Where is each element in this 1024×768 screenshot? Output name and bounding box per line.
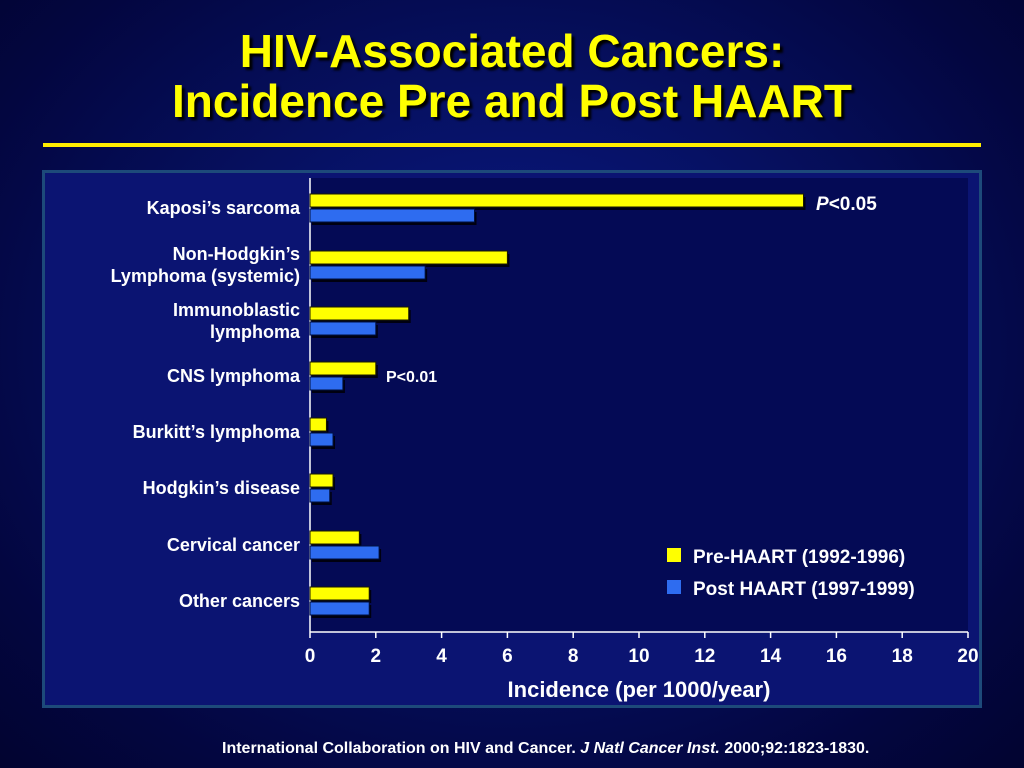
p-value-annotation: P<0.05: [816, 194, 877, 215]
bar-post-haart: [309, 376, 344, 391]
x-tick-label: 8: [568, 646, 579, 667]
bar-pre-haart: [309, 417, 327, 432]
legend-swatch-post: [667, 580, 681, 594]
x-tick-label: 10: [628, 646, 649, 667]
x-tick-label: 20: [957, 646, 978, 667]
title-line-2: Incidence Pre and Post HAART: [172, 75, 852, 127]
category-label: Cervical cancer: [167, 535, 300, 555]
category-label: Burkitt’s lymphoma: [133, 422, 301, 442]
title-divider: [43, 143, 981, 147]
bar-pre-haart: [309, 250, 508, 265]
bar-post-haart: [309, 545, 380, 560]
bar-post-haart: [309, 488, 331, 503]
citation-text: International Collaboration on HIV and C…: [222, 740, 581, 757]
category-label: Lymphoma (systemic): [111, 266, 300, 286]
bar-post-haart: [309, 321, 377, 336]
x-tick-label: 0: [305, 646, 316, 667]
category-label: Non-Hodgkin’s: [173, 244, 300, 264]
bar-pre-haart: [309, 473, 334, 488]
x-tick-label: 16: [826, 646, 847, 667]
legend-label: Pre-HAART (1992-1996): [693, 547, 905, 568]
citation-journal: J Natl Cancer Inst.: [580, 740, 720, 757]
category-label: CNS lymphoma: [167, 366, 301, 386]
x-tick-label: 12: [694, 646, 715, 667]
title-line-1: HIV-Associated Cancers:: [239, 25, 785, 77]
x-tick-label: 4: [436, 646, 447, 667]
category-label: Immunoblastic: [173, 300, 300, 320]
x-tick-label: 2: [371, 646, 382, 667]
bar-post-haart: [309, 601, 370, 616]
bar-pre-haart: [309, 193, 804, 208]
bar-post-haart: [309, 265, 426, 280]
category-label: Kaposi’s sarcoma: [147, 198, 301, 218]
bar-pre-haart: [309, 306, 410, 321]
x-tick-label: 18: [892, 646, 913, 667]
legend-swatch-pre: [667, 548, 681, 562]
citation-details: 2000;92:1823-1830.: [719, 740, 870, 757]
bar-post-haart: [309, 208, 475, 223]
category-label: Hodgkin’s disease: [143, 478, 300, 498]
bar-pre-haart: [309, 586, 370, 601]
category-label: Other cancers: [179, 591, 300, 611]
slide-title: HIV-Associated Cancers: Incidence Pre an…: [0, 26, 1024, 126]
p-value-annotation: P<0.01: [386, 369, 437, 386]
x-tick-label: 14: [760, 646, 782, 667]
x-tick-label: 6: [502, 646, 513, 667]
bar-pre-haart: [309, 361, 377, 376]
bar-pre-haart: [309, 530, 360, 545]
category-label: lymphoma: [210, 322, 301, 342]
legend-label: Post HAART (1997-1999): [693, 579, 915, 600]
bar-post-haart: [309, 432, 334, 447]
x-axis-label: Incidence (per 1000/year): [508, 677, 771, 702]
citation-footer: International Collaboration on HIV and C…: [222, 740, 869, 758]
